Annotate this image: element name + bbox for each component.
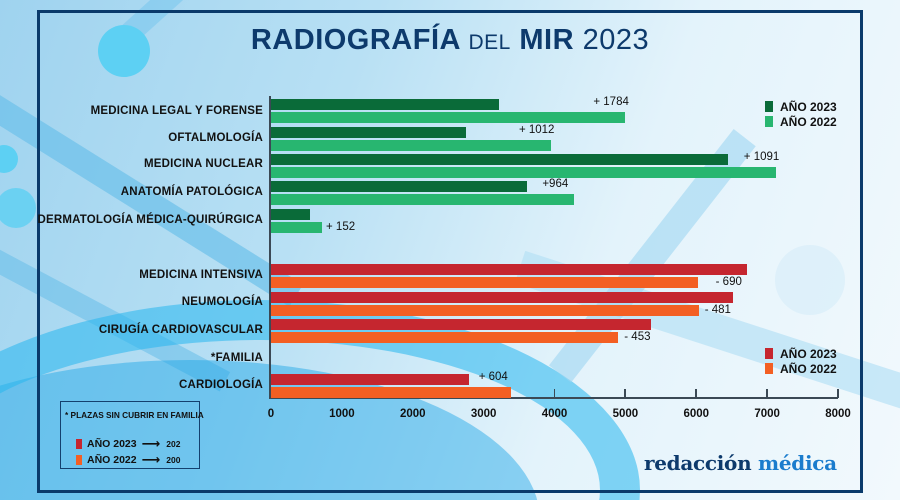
bar-2023 xyxy=(271,292,733,303)
legend-label: AÑO 2022 xyxy=(780,114,837,129)
legend-label: AÑO 2022 xyxy=(780,361,837,376)
note-row: AÑO 2023 ⟶ 202 xyxy=(76,436,180,452)
x-tick-label: 4000 xyxy=(541,408,568,420)
difference-label: - 690 xyxy=(715,276,742,288)
legend-bottom: AÑO 2023 AÑO 2022 xyxy=(765,346,837,376)
x-tick-label: 3000 xyxy=(470,408,497,420)
bar-2022 xyxy=(271,222,323,233)
x-tick xyxy=(695,389,697,398)
bar-2022 xyxy=(271,387,511,398)
category-label: MEDICINA LEGAL Y FORENSE xyxy=(90,105,263,117)
title-word: DEL xyxy=(468,31,511,54)
brand-logo: redacción médica xyxy=(644,451,837,475)
note-row: AÑO 2022 ⟶ 200 xyxy=(76,452,180,468)
background-circle xyxy=(0,188,36,228)
legend-item: AÑO 2023 xyxy=(765,99,837,114)
legend-item: AÑO 2023 xyxy=(765,346,837,361)
x-tick-label: 2000 xyxy=(399,408,426,420)
category-label: CIRUGÍA CARDIOVASCULAR xyxy=(98,324,263,336)
x-tick-label: 6000 xyxy=(683,408,710,420)
x-tick-label: 1000 xyxy=(329,408,355,420)
bar-2022 xyxy=(271,194,575,205)
bar-2022 xyxy=(271,140,551,151)
arrow-right-icon: ⟶ xyxy=(141,436,161,451)
chart-frame xyxy=(37,10,863,493)
legend-top: AÑO 2023 AÑO 2022 xyxy=(765,99,837,129)
difference-label: + 604 xyxy=(478,371,508,383)
bar-2023 xyxy=(271,209,310,220)
bar-2023 xyxy=(271,264,747,275)
title-year: 2023 xyxy=(582,24,650,56)
bar-2023 xyxy=(271,99,499,110)
x-tick-label: 5000 xyxy=(612,408,639,420)
title-word: MIR xyxy=(519,24,575,56)
legend-label: AÑO 2023 xyxy=(780,346,837,361)
bar-2022 xyxy=(271,112,626,123)
difference-label: - 481 xyxy=(704,304,731,316)
x-tick-label: 8000 xyxy=(825,408,851,420)
bar-2023 xyxy=(271,319,651,330)
difference-label: + 152 xyxy=(326,221,356,233)
x-tick xyxy=(624,389,626,398)
x-tick xyxy=(837,389,839,398)
difference-label: + 1091 xyxy=(743,151,780,163)
category-label: OFTALMOLOGÍA xyxy=(168,132,263,144)
bar-2023 xyxy=(271,127,466,138)
legend-swatch xyxy=(765,348,773,359)
category-label: CARDIOLOGÍA xyxy=(179,379,263,391)
note-swatch xyxy=(76,439,82,449)
category-label: ANATOMÍA PATOLÓGICA xyxy=(120,186,263,198)
x-axis xyxy=(269,397,838,399)
difference-label: + 1012 xyxy=(518,124,555,136)
category-label: *FAMILIA xyxy=(210,352,263,364)
note-label: AÑO 2022 xyxy=(87,454,137,466)
x-tick-label: 0 xyxy=(267,408,275,420)
title-word: RADIOGRAFÍA xyxy=(250,24,460,56)
category-label: NEUMOLOGÍA xyxy=(181,296,263,308)
x-tick-label: 7000 xyxy=(754,408,780,420)
note-label: AÑO 2023 xyxy=(87,438,137,450)
difference-label: - 453 xyxy=(624,331,651,343)
chart-title: RADIOGRAFÍA DEL MIR 2023 xyxy=(0,24,900,57)
category-label: DERMATOLOGÍA MÉDICA-QUIRÚRGICA xyxy=(37,214,263,226)
brand-word: médica xyxy=(758,451,837,475)
brand-word: redacción xyxy=(644,451,752,475)
bar-2022 xyxy=(271,305,699,316)
note-value: 202 xyxy=(166,439,181,449)
y-axis xyxy=(269,96,271,398)
note-title: * PLAZAS SIN CUBRIR EN FAMILIA xyxy=(65,410,204,420)
bar-2023 xyxy=(271,154,728,165)
note-value: 200 xyxy=(166,455,181,465)
x-tick xyxy=(766,389,768,398)
arrow-right-icon: ⟶ xyxy=(141,452,161,467)
legend-item: AÑO 2022 xyxy=(765,361,837,376)
background-circle xyxy=(0,145,18,173)
bar-2022 xyxy=(271,332,619,343)
bar-2022 xyxy=(271,167,776,178)
x-tick xyxy=(553,389,555,398)
legend-swatch xyxy=(765,101,773,112)
bar-2022 xyxy=(271,277,698,288)
legend-item: AÑO 2022 xyxy=(765,114,837,129)
category-label: MEDICINA NUCLEAR xyxy=(143,158,263,170)
difference-label: + 1784 xyxy=(593,96,629,108)
legend-label: AÑO 2023 xyxy=(780,99,837,114)
note-swatch xyxy=(76,455,82,465)
category-label: MEDICINA INTENSIVA xyxy=(139,269,263,281)
family-note-box: * PLAZAS SIN CUBRIR EN FAMILIA AÑO 2023 … xyxy=(60,401,204,469)
bar-2023 xyxy=(271,181,527,192)
bar-2023 xyxy=(271,374,469,385)
legend-swatch xyxy=(765,116,773,127)
legend-swatch xyxy=(765,363,773,374)
difference-label: +964 xyxy=(542,178,569,190)
